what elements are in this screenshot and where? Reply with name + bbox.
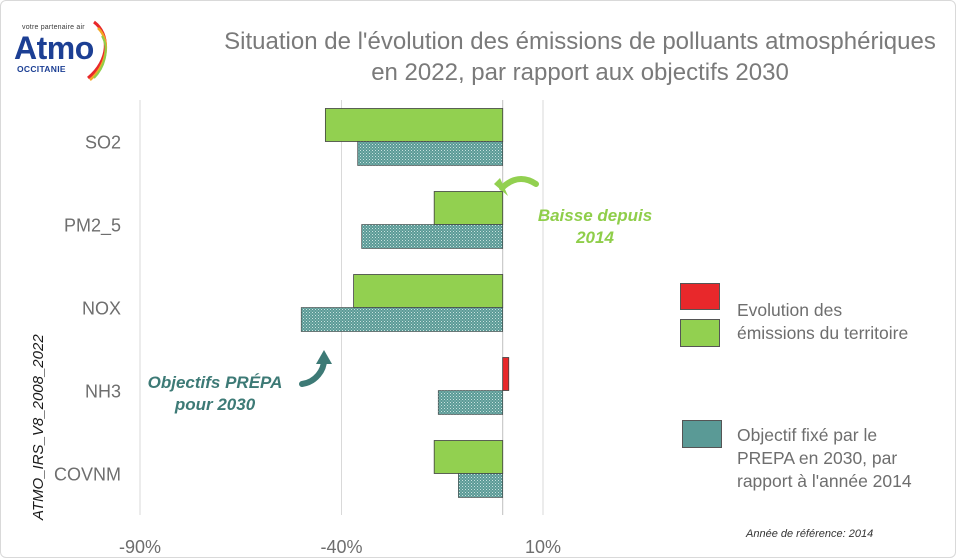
- bar-objectif-nox: [300, 307, 504, 332]
- bar-objectif-pm2_5: [361, 224, 503, 249]
- x-tick-label: -40%: [320, 537, 362, 557]
- source-label: ATMO_IRS_V8_2008_2022: [30, 334, 47, 520]
- bar-emissions-so2: [324, 108, 504, 142]
- y-tick-label: NH3: [85, 382, 121, 402]
- title-line-2: en 2022, par rapport aux objectifs 2030: [371, 59, 789, 86]
- x-tick-label: -90%: [119, 537, 161, 557]
- bar-emissions-pm2_5: [433, 191, 504, 225]
- bar-objectif-so2: [357, 141, 503, 166]
- reference-year-note: Année de référence: 2014: [746, 528, 874, 540]
- y-tick-label: NOX: [82, 299, 121, 319]
- bar-emissions-nh3: [502, 357, 510, 391]
- annotation-baisse: Baisse depuis 2014: [520, 205, 670, 249]
- bar-objectif-nh3: [437, 390, 504, 415]
- legend-swatch-teal: [682, 420, 722, 448]
- y-tick-label: SO2: [85, 133, 121, 153]
- legend-evolution-line-1: Evolution des: [737, 300, 843, 320]
- legend-swatch-red: [680, 283, 720, 310]
- chart-title: Situation de l'évolution des émissions d…: [200, 26, 958, 88]
- y-tick-label: PM2_5: [64, 216, 121, 237]
- annotation-objectifs: Objectifs PRÉPA pour 2030: [130, 372, 300, 416]
- legend-objectif-line-3: rapport à l'année 2014: [737, 471, 912, 491]
- title-line-1: Situation de l'évolution des émissions d…: [224, 28, 936, 55]
- baisse-arrow-icon: [499, 176, 539, 191]
- legend-objectif-line-2: PREPA en 2030, par: [737, 448, 898, 468]
- legend-label-objectif: Objectif fixé par le PREPA en 2030, par …: [737, 424, 912, 493]
- logo-subtitle: OCCITANIE: [17, 64, 66, 74]
- logo-tagline: votre partenaire air: [22, 24, 85, 31]
- bar-objectif-covnm: [458, 473, 503, 498]
- legend-objectif-line-1: Objectif fixé par le: [737, 425, 878, 445]
- objectifs-arrowhead-icon: [316, 350, 332, 364]
- atmo-logo: votre partenaire air Atmo OCCITANIE: [6, 8, 116, 86]
- bar-emissions-nox: [353, 274, 504, 308]
- legend-swatch-green: [680, 319, 720, 347]
- annotation-baisse-line-1: Baisse depuis: [537, 206, 653, 225]
- annotation-objectifs-line-2: pour 2030: [174, 395, 256, 414]
- bar-emissions-covnm: [433, 440, 504, 474]
- x-tick-label: 10%: [525, 537, 561, 557]
- y-tick-label: COVNM: [54, 465, 121, 485]
- baisse-arrowhead-icon: [494, 178, 508, 196]
- logo-swoosh-icon: [87, 20, 107, 81]
- legend-label-evolution: Evolution des émissions du territoire: [737, 299, 908, 345]
- logo-word: Atmo: [14, 30, 94, 66]
- annotation-baisse-line-2: 2014: [576, 228, 614, 247]
- legend-evolution-line-2: émissions du territoire: [737, 323, 909, 343]
- annotation-objectifs-line-1: Objectifs PRÉPA: [147, 373, 283, 392]
